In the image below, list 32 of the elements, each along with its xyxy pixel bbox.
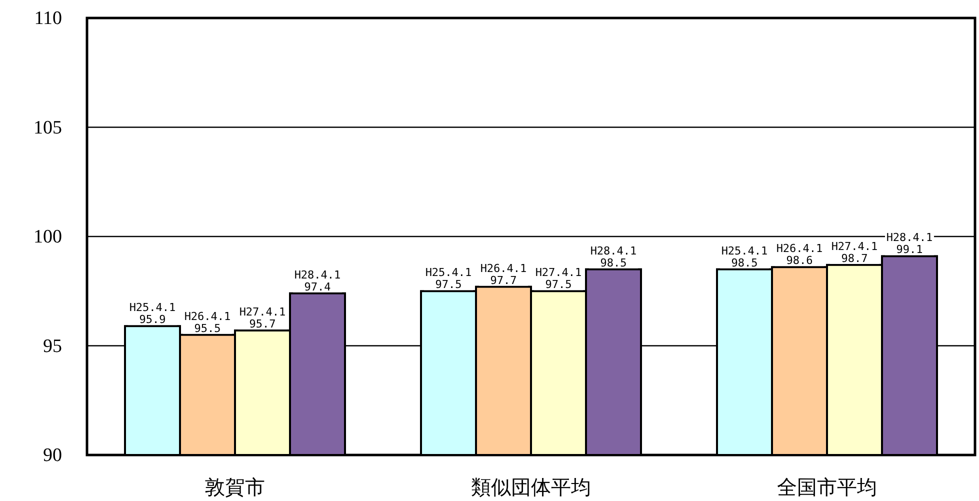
text: H28.4.1 <box>886 231 933 244</box>
data-label: 95.7 <box>249 317 276 330</box>
series-label: H26.4.1 <box>776 242 823 256</box>
y-tick-label: 110 <box>34 8 62 29</box>
data-label: 97.5 <box>545 278 572 292</box>
text: H25.4.1 <box>425 266 472 280</box>
series-label: H27.4.1 <box>831 240 878 253</box>
series-label: H28.4.1 <box>294 268 341 282</box>
y-tick-label: 105 <box>34 117 62 138</box>
data-label: 97.7 <box>490 274 517 287</box>
data-label: 95.5 <box>194 322 221 335</box>
x-tick-label: 類似団体平均 <box>471 475 591 499</box>
y-tick-label: 100 <box>34 226 62 248</box>
text: H25.4.1 <box>721 244 768 258</box>
y-tick-label: 95 <box>43 336 62 357</box>
text: H26.4.1 <box>480 262 527 275</box>
y-tick-label: 90 <box>43 445 62 466</box>
data-label: 95.9 <box>139 313 166 326</box>
data-label: 98.5 <box>731 256 758 270</box>
data-label: 98.6 <box>786 254 813 268</box>
x-tick-label: 敦賀市 <box>205 475 265 499</box>
series-label: H25.4.1 <box>129 301 176 314</box>
data-label: 99.1 <box>896 243 923 256</box>
data-label: 98.5 <box>600 256 627 270</box>
text: H27.4.1 <box>239 305 286 318</box>
text: H28.4.1 <box>590 244 637 258</box>
x-tick-label: 全国市平均 <box>777 475 877 499</box>
data-label: 97.5 <box>435 278 462 292</box>
data-label: 97.4 <box>304 280 332 294</box>
data-label: 98.7 <box>841 252 868 265</box>
text: H26.4.1 <box>184 310 231 323</box>
text: H27.4.1 <box>535 266 582 280</box>
